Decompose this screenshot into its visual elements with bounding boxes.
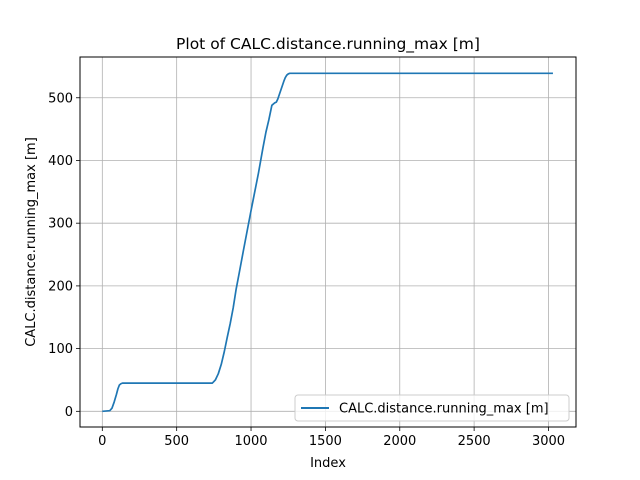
x-tick-label: 1000 bbox=[234, 434, 267, 449]
plot-frame bbox=[79, 56, 577, 428]
y-tick-label: 400 bbox=[48, 154, 73, 169]
y-tick-label: 500 bbox=[48, 91, 73, 106]
y-tick-label: 0 bbox=[65, 405, 73, 420]
x-tick-label: 2000 bbox=[383, 434, 416, 449]
x-tick-label: 500 bbox=[164, 434, 189, 449]
grid-lines bbox=[80, 57, 576, 427]
legend: CALC.distance.running_max [m] bbox=[294, 394, 570, 422]
x-tick-label: 0 bbox=[98, 434, 106, 449]
legend-box bbox=[294, 394, 570, 422]
y-tick-label: 100 bbox=[48, 342, 73, 357]
x-tick-label: 3000 bbox=[532, 434, 565, 449]
x-axis-label: Index bbox=[310, 456, 346, 471]
series-line bbox=[102, 72, 553, 413]
x-tick-label: 2500 bbox=[458, 434, 491, 449]
x-tick-label: 1500 bbox=[309, 434, 342, 449]
y-tick-label: 300 bbox=[48, 217, 73, 232]
series-layer bbox=[102, 72, 553, 413]
x-axis-ticks: 0 500 1000 1500 2000 2500 3000 bbox=[98, 427, 565, 449]
y-axis-label: CALC.distance.running_max [m] bbox=[24, 137, 39, 347]
y-tick-label: 200 bbox=[48, 279, 73, 294]
legend-entry: CALC.distance.running_max [m] bbox=[339, 402, 549, 417]
chart-title: Plot of CALC.distance.running_max [m] bbox=[176, 35, 480, 54]
y-axis-ticks: 0 100 200 300 400 500 bbox=[48, 91, 80, 420]
